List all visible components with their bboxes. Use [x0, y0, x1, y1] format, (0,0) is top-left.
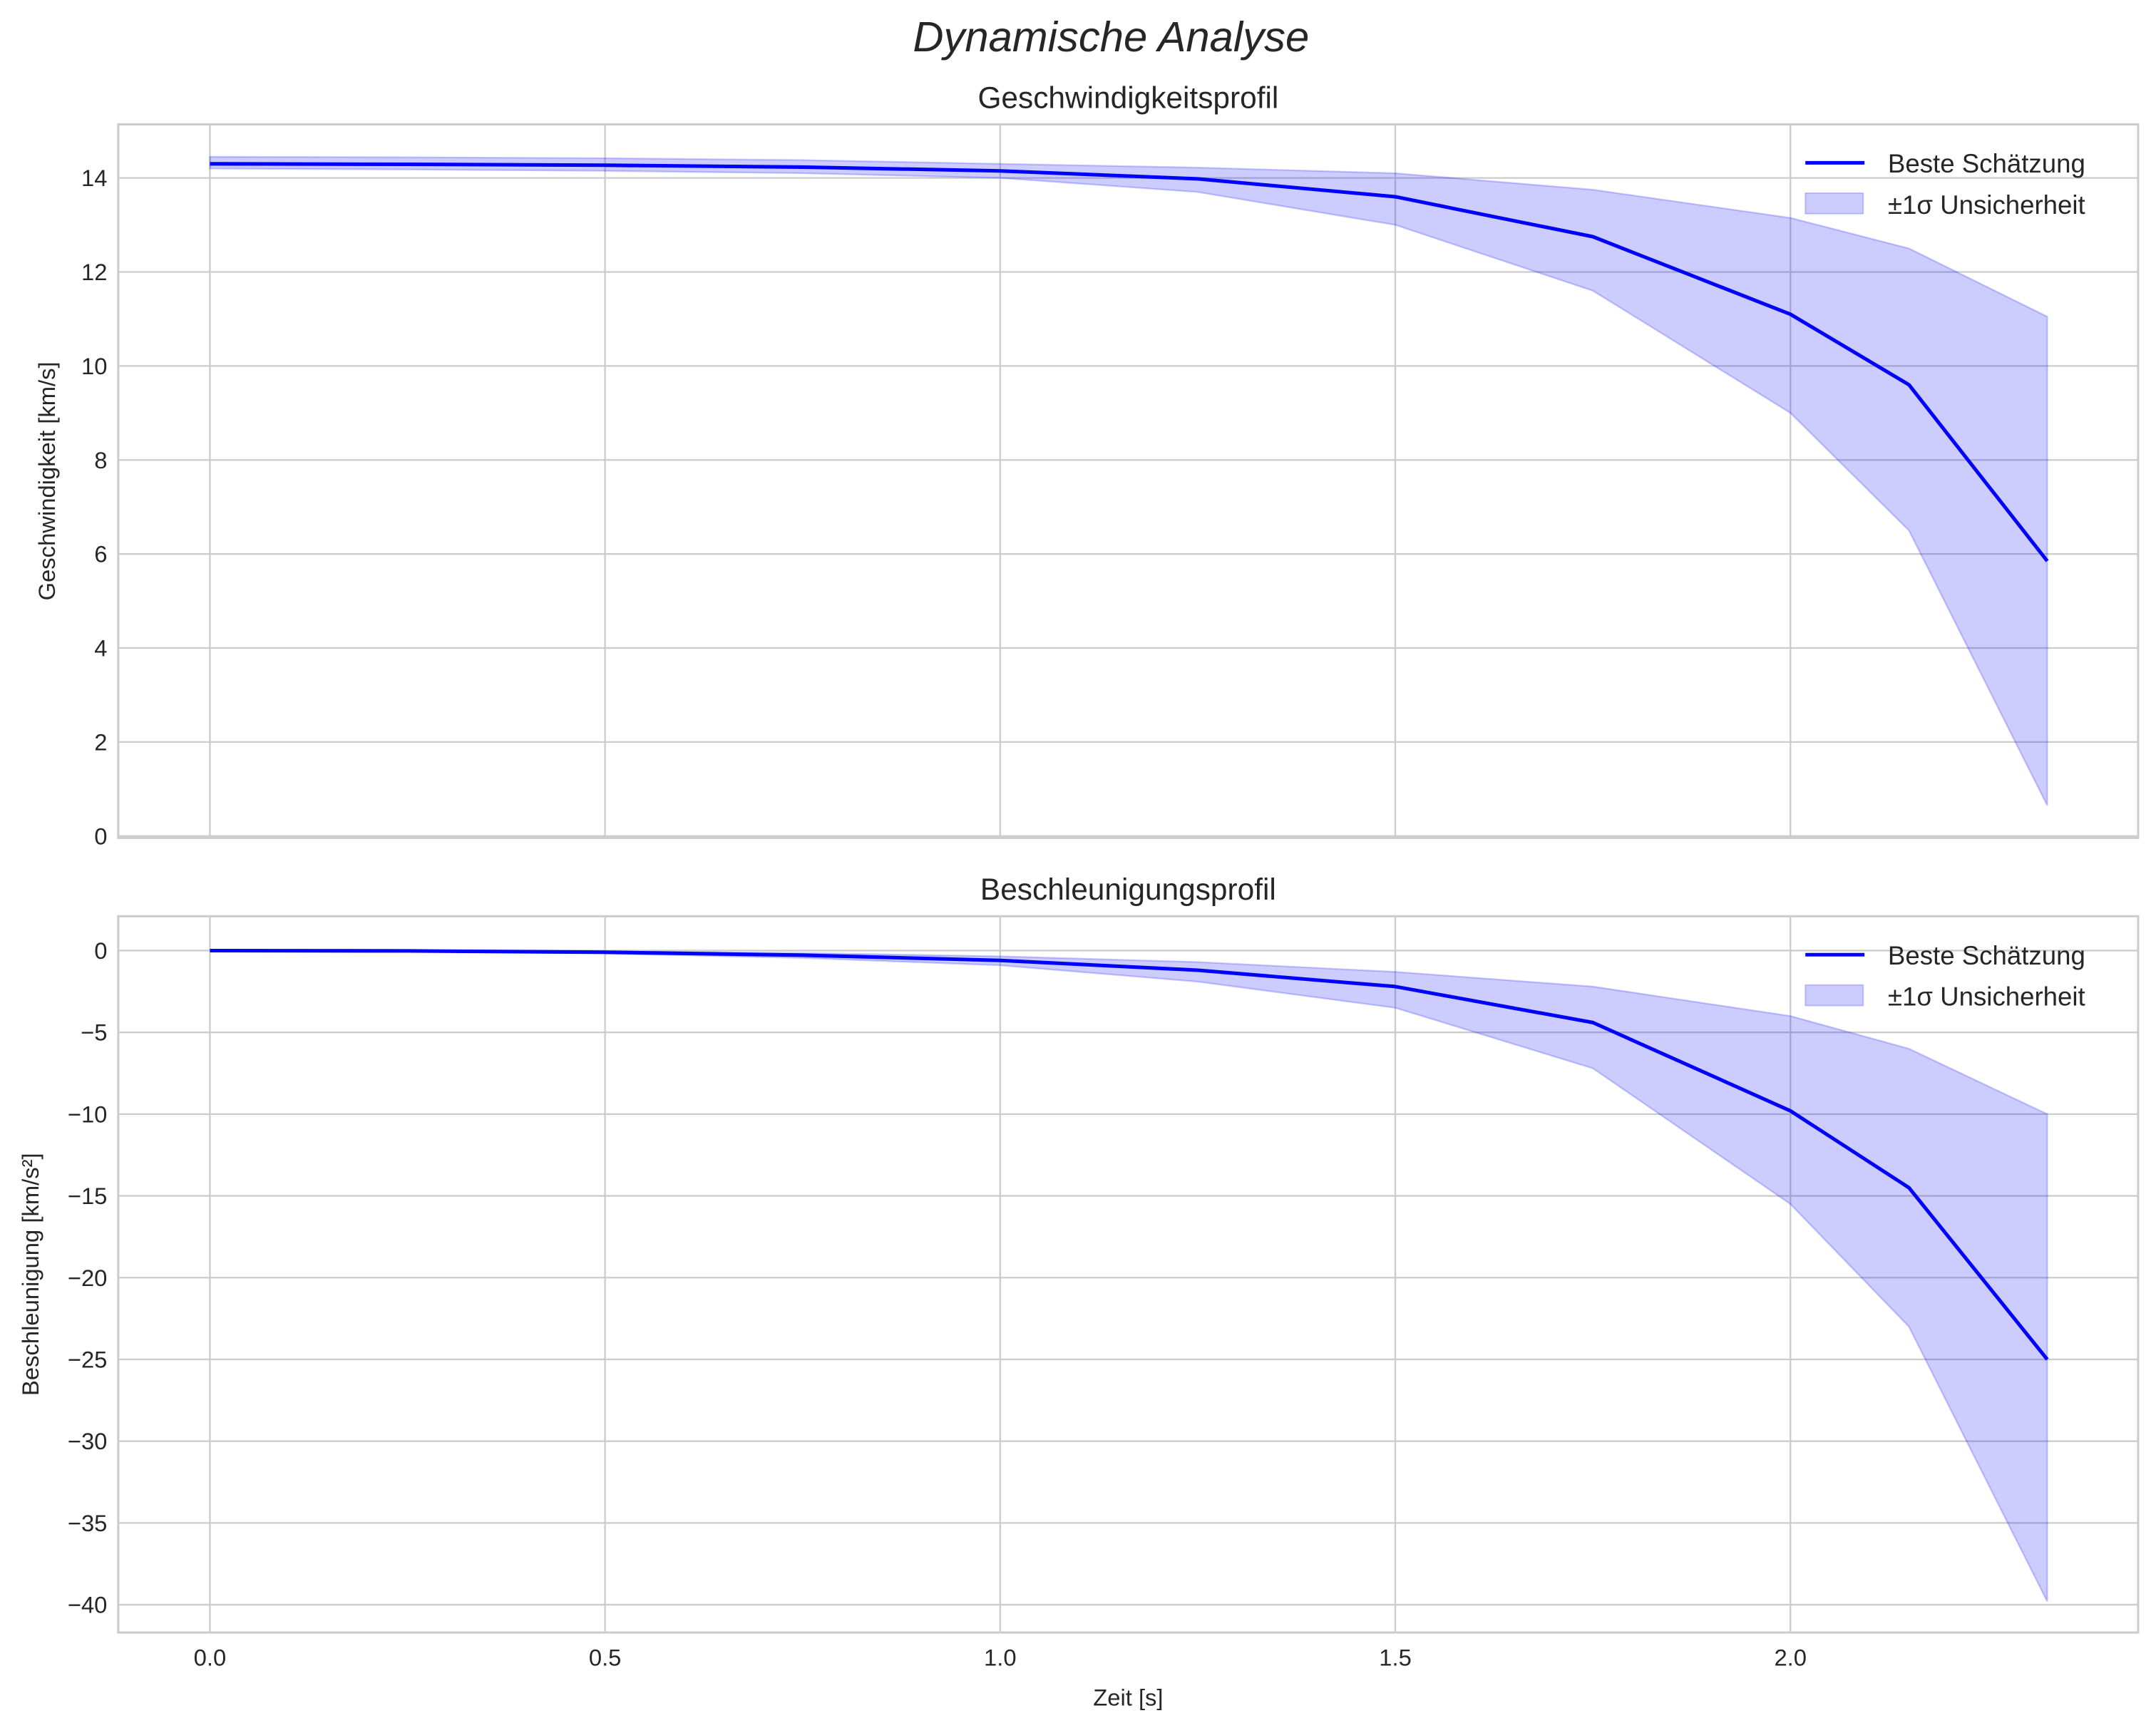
axes-title: Geschwindigkeitsprofil — [977, 81, 1278, 114]
y-tick-label: −5 — [81, 1019, 107, 1046]
y-tick-label: −35 — [68, 1510, 108, 1536]
legend-label-uncertainty: ±1σ Unsicherheit — [1888, 190, 2085, 220]
y-tick-label: 4 — [94, 635, 107, 662]
y-tick-label: 2 — [94, 729, 107, 755]
y-tick-label: 14 — [81, 165, 107, 191]
axes-frame — [117, 123, 2140, 839]
x-tick-label: 2.0 — [1774, 1644, 1807, 1670]
legend-label-best: Beste Schätzung — [1888, 941, 2085, 970]
y-tick-label: 6 — [94, 541, 107, 567]
x-tick-label: 1.0 — [984, 1644, 1017, 1670]
x-axis-label: Zeit [s] — [1093, 1684, 1163, 1710]
y-tick-label: 0 — [94, 937, 107, 964]
best-estimate-line — [210, 162, 2049, 562]
legend-band-swatch — [1805, 192, 1864, 215]
y-tick-label: −40 — [68, 1592, 108, 1618]
y-axis-label: Geschwindigkeit [km/s] — [34, 361, 60, 600]
x-tick-label: 0.5 — [589, 1644, 622, 1670]
axes-frame — [117, 915, 2140, 1634]
y-tick-label: 0 — [94, 823, 107, 849]
uncertainty-band — [209, 155, 2048, 806]
velocity-axes: 0 2 4 6 8 10 12 14 Geschwindigkeitsprofil Geschwi… — [34, 81, 2140, 849]
legend-band-swatch — [1805, 984, 1864, 1007]
y-tick-label: −30 — [68, 1428, 108, 1454]
y-tick-label: −15 — [68, 1183, 108, 1209]
plot-area — [118, 916, 2138, 1633]
plot-area — [118, 124, 2138, 838]
legend-label-best: Beste Schätzung — [1888, 149, 2085, 178]
y-tick-label: −10 — [68, 1101, 108, 1127]
y-tick-label: 8 — [94, 447, 107, 473]
y-tick-label: −20 — [68, 1265, 108, 1291]
figure-title: Dynamische Analyse — [913, 13, 1309, 61]
best-estimate-line — [210, 948, 2049, 1361]
x-tick-label: 1.5 — [1379, 1644, 1412, 1670]
acceleration-axes: 0.0 0.5 1.0 1.5 2.0 0 −5 −10 −15 −20 −25 −30 −35 −40 B… — [17, 873, 2140, 1710]
legend-label-uncertainty: ±1σ Unsicherheit — [1888, 982, 2085, 1012]
y-tick-label: 12 — [81, 259, 107, 285]
x-tick-label: 0.0 — [194, 1644, 227, 1670]
y-tick-label: −25 — [68, 1347, 108, 1373]
axes-title: Beschleunigungsprofil — [980, 873, 1276, 906]
y-tick-label: 10 — [81, 353, 107, 379]
y-axis-label: Beschleunigung [km/s²] — [17, 1153, 43, 1396]
